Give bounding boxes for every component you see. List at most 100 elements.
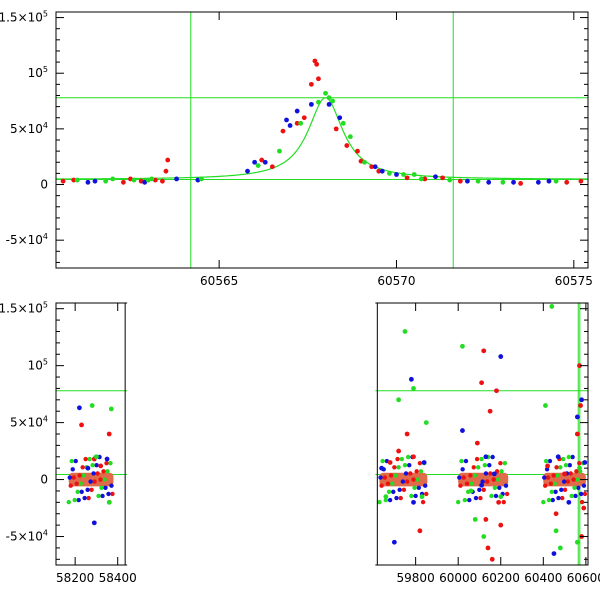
season-2-cluster-point xyxy=(503,483,509,488)
y-tick-label: 0 xyxy=(40,178,48,192)
season-1-cluster-point xyxy=(416,485,422,490)
season-2-cluster-point xyxy=(504,491,510,497)
blue-data-point-7 xyxy=(408,376,414,382)
y-tick-label: 0 xyxy=(40,473,48,487)
season-0-cluster-point xyxy=(78,481,83,486)
x-tick-label: 58400 xyxy=(99,571,137,585)
green-data-point-10 xyxy=(460,343,465,349)
blue-data-point-0 xyxy=(85,179,91,185)
red-data-point-7 xyxy=(411,454,416,460)
season-0-cluster-point xyxy=(88,479,93,484)
season-3-cluster-point xyxy=(572,485,577,490)
blue-data-point-16 xyxy=(566,499,572,505)
green-data-point-18 xyxy=(401,172,406,177)
season-2-cluster-point xyxy=(498,460,503,466)
x-tick-label: 60575 xyxy=(555,274,593,288)
red-data-point-17 xyxy=(496,499,502,505)
season-3-cluster-point xyxy=(547,458,553,464)
season-2-cluster-point xyxy=(457,475,462,480)
season-2-cluster-point xyxy=(455,499,461,505)
blue-data-point-13 xyxy=(498,354,504,359)
season-3-cluster-point xyxy=(554,465,559,470)
green-data-point-12 xyxy=(472,517,478,522)
season-1-cluster-point xyxy=(405,454,411,460)
red-data-point-30 xyxy=(578,178,584,184)
red-data-point-0 xyxy=(79,422,84,428)
red-data-point-16 xyxy=(314,61,320,67)
plot-area xyxy=(56,303,588,565)
season-3-cluster-point xyxy=(581,483,587,488)
season-0-cluster-point xyxy=(79,489,84,495)
red-data-point-22 xyxy=(574,431,580,437)
season-0-cluster-point xyxy=(104,460,109,466)
red-data-point-9 xyxy=(474,440,480,446)
x-tick-label: 58200 xyxy=(56,571,94,585)
green-data-point-15 xyxy=(543,403,548,408)
x-tick-label: 60200 xyxy=(482,571,520,585)
season-2-cluster-point xyxy=(502,460,508,466)
season-0-cluster-point xyxy=(75,489,80,495)
green-data-point-16 xyxy=(362,159,367,165)
plot-area xyxy=(56,12,588,268)
red-data-point-18 xyxy=(333,126,339,132)
green-data-point-20 xyxy=(577,465,582,471)
blue-data-point-1 xyxy=(85,465,91,471)
red-data-point-21 xyxy=(562,471,567,477)
green-data-point-15 xyxy=(347,134,353,140)
blue-data-point-22 xyxy=(546,178,552,184)
season-0-cluster-point xyxy=(99,485,104,490)
red-data-point-27 xyxy=(457,178,463,184)
season-1-cluster-point xyxy=(408,471,413,476)
red-data-point-3 xyxy=(106,431,112,437)
season-2-cluster-point xyxy=(501,499,506,505)
season-0-cluster-point xyxy=(95,471,100,476)
blue-data-point-16 xyxy=(394,172,399,177)
blue-data-point-2 xyxy=(142,179,148,185)
season-0-cluster-point xyxy=(109,483,114,488)
season-1-cluster-point xyxy=(394,495,399,501)
green-data-point-9 xyxy=(423,420,429,426)
season-3-cluster-point xyxy=(555,473,560,478)
blue-data-point-19 xyxy=(486,179,492,185)
red-data-point-29 xyxy=(564,179,570,185)
red-data-point-1 xyxy=(71,177,77,183)
model-curve xyxy=(56,97,588,180)
blue-data-point-11 xyxy=(483,454,489,460)
season-1-cluster-point xyxy=(412,485,417,490)
green-data-point-6 xyxy=(199,176,204,182)
season-3-cluster-point xyxy=(568,471,573,476)
blue-data-point-17 xyxy=(433,174,438,180)
season-1-cluster-point xyxy=(402,463,408,468)
season-3-cluster-point xyxy=(550,497,555,503)
green-data-point-12 xyxy=(326,95,332,101)
x-tick-label: 59800 xyxy=(397,571,435,585)
season-0-cluster-point xyxy=(69,458,74,464)
blue-data-point-5 xyxy=(391,539,397,545)
green-data-point-2 xyxy=(108,406,114,412)
green-data-point-17 xyxy=(386,170,392,176)
season-2-cluster-point xyxy=(460,467,465,472)
red-data-point-6 xyxy=(160,178,165,184)
green-data-point-13 xyxy=(481,534,487,539)
blue-data-point-6 xyxy=(252,159,258,165)
season-1-cluster-point xyxy=(413,493,418,499)
season-3-cluster-point xyxy=(579,499,585,505)
blue-data-point-4 xyxy=(379,465,384,471)
green-data-point-3 xyxy=(131,177,137,183)
season-2-cluster-point xyxy=(483,471,489,476)
season-1-cluster-point xyxy=(403,471,409,476)
season-3-cluster-point xyxy=(562,487,568,493)
season-1-cluster-point xyxy=(414,469,419,474)
season-1-cluster-point xyxy=(409,493,414,499)
blue-data-point-13 xyxy=(337,115,343,121)
season-0-cluster-point xyxy=(73,458,78,464)
season-1-cluster-point xyxy=(400,479,406,484)
plot-frame xyxy=(55,11,589,269)
season-1-cluster-point xyxy=(382,475,387,480)
x-tick-label: 60570 xyxy=(377,274,415,288)
green-data-point-21 xyxy=(447,177,453,183)
x-tick-label: 60600 xyxy=(567,571,600,585)
blue-data-point-15 xyxy=(379,168,385,174)
season-1-cluster-point xyxy=(397,487,402,493)
